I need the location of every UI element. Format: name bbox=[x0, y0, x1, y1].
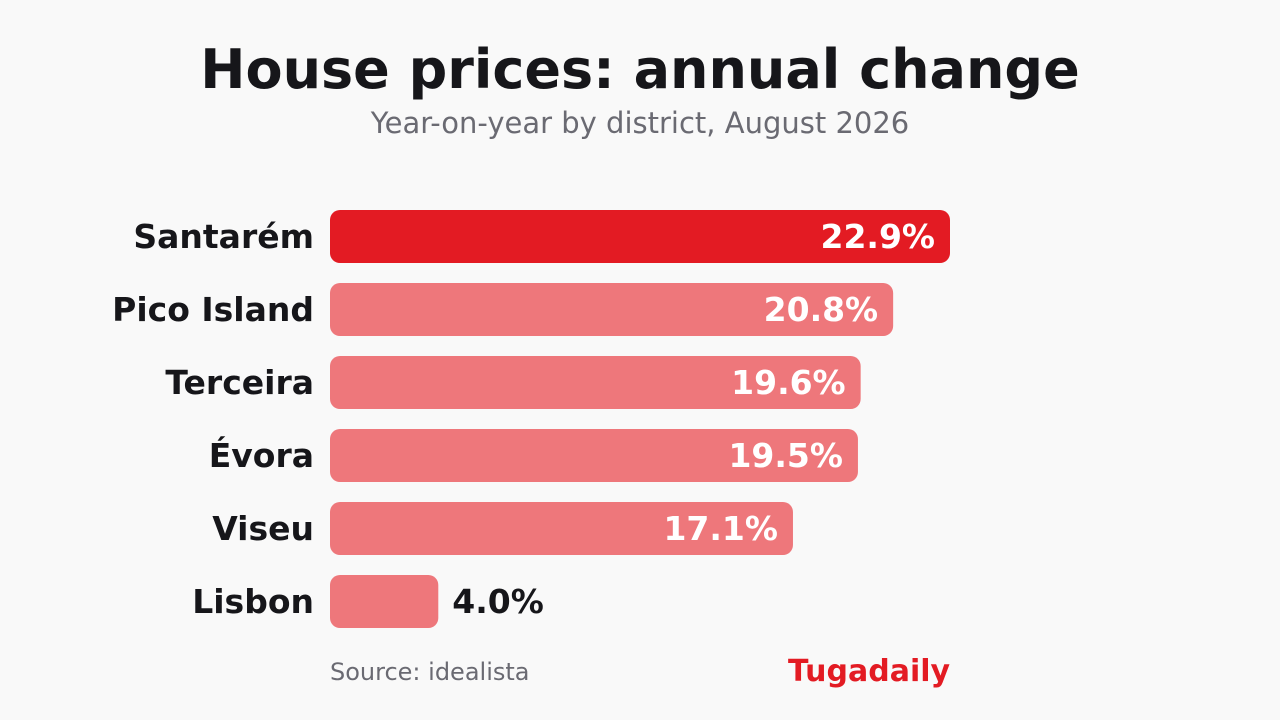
bar bbox=[330, 210, 950, 263]
category-label: Lisbon bbox=[192, 582, 314, 621]
category-label: Évora bbox=[209, 435, 314, 475]
chart-subtitle: Year-on-year by district, August 2026 bbox=[370, 106, 910, 140]
value-label: 22.9% bbox=[821, 217, 936, 256]
chart-title: House prices: annual change bbox=[200, 38, 1080, 101]
bar bbox=[330, 575, 439, 628]
bar bbox=[330, 356, 861, 409]
category-label: Viseu bbox=[212, 509, 314, 548]
bar bbox=[330, 429, 858, 482]
value-label: 4.0% bbox=[452, 582, 544, 621]
category-label: Terceira bbox=[165, 363, 314, 402]
category-label: Pico Island bbox=[112, 290, 314, 329]
bar bbox=[330, 283, 894, 336]
value-label: 19.6% bbox=[731, 363, 846, 402]
value-label: 19.5% bbox=[728, 436, 843, 475]
value-label: 17.1% bbox=[663, 509, 778, 548]
bar bbox=[330, 502, 793, 555]
source-note: Source: idealista bbox=[330, 658, 530, 686]
brand-logo: Tugadaily bbox=[788, 654, 951, 689]
value-label: 20.8% bbox=[764, 290, 879, 329]
category-label: Santarém bbox=[133, 217, 314, 256]
